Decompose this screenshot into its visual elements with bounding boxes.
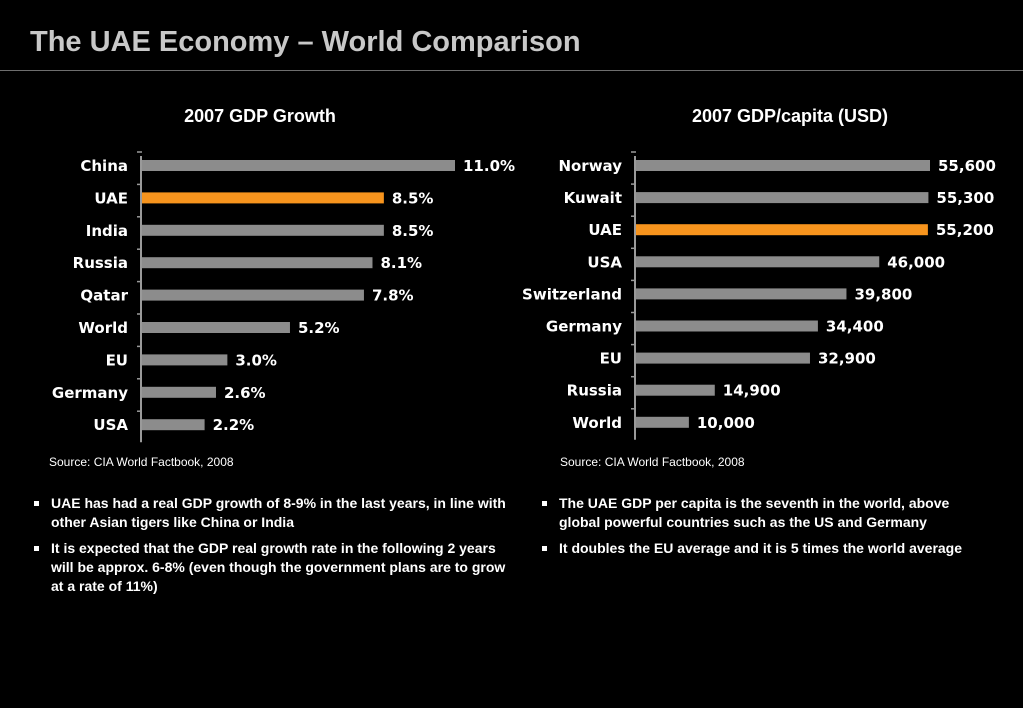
bullet-text: UAE has had a real GDP growth of 8-9% in… [51, 495, 506, 530]
bullet-text: The UAE GDP per capita is the seventh in… [559, 495, 950, 530]
gdp-growth-bar-world [142, 322, 290, 333]
gdp-capita-value-label: 14,900 [723, 382, 781, 400]
gdp-growth-value-label: 2.6% [224, 384, 266, 402]
gdp-capita-category-label: Norway [558, 157, 622, 175]
gdp-capita-bar-usa [636, 256, 880, 268]
gdp-capita-bar-kuwait [636, 192, 929, 204]
gdp-growth-bar-qatar [142, 289, 364, 301]
gdp-growth-value-label: 2.2% [213, 416, 255, 434]
gdp-growth-category-label: Germany [52, 384, 128, 402]
bullet-text: It doubles the EU average and it is 5 ti… [559, 540, 963, 556]
gdp-capita-value-label: 55,200 [936, 221, 994, 239]
bullet-text: It is expected that the GDP real growth … [51, 540, 506, 594]
bullet-item: It is expected that the GDP real growth … [34, 539, 509, 596]
gdp-growth-value-label: 8.1% [380, 254, 422, 272]
gdp-growth-bar-india [142, 224, 384, 236]
gdp-capita-category-label: Germany [546, 318, 622, 336]
gdp-growth-value-label: 5.2% [298, 319, 340, 337]
bullet-item: The UAE GDP per capita is the seventh in… [542, 494, 962, 532]
gdp-growth-category-label: India [86, 222, 128, 240]
gdp-growth-value-label: 8.5% [392, 189, 434, 207]
gdp-capita-notes: The UAE GDP per capita is the seventh in… [542, 494, 962, 565]
gdp-capita-value-label: 10,000 [697, 414, 755, 432]
gdp-capita-value-label: 32,900 [818, 350, 876, 368]
gdp-growth-category-label: Russia [73, 254, 128, 272]
gdp-growth-bar-uae [142, 192, 384, 204]
gdp-growth-notes: UAE has had a real GDP growth of 8-9% in… [34, 494, 509, 603]
gdp-capita-bar-russia [636, 384, 715, 396]
bullet-item: It doubles the EU average and it is 5 ti… [542, 539, 962, 558]
gdp-growth-bar-china [142, 160, 455, 171]
bullet-item: UAE has had a real GDP growth of 8-9% in… [34, 494, 509, 532]
gdp-growth-category-label: UAE [94, 189, 128, 207]
gdp-growth-value-label: 11.0% [463, 157, 515, 175]
gdp-capita-chart: Norway 55,600 Kuwait 55,300 UAE 55,200 USA 46,0… [522, 151, 996, 440]
gdp-capita-chart-title: 2007 GDP/capita (USD) [691, 106, 889, 126]
bullet-square-icon [34, 501, 39, 506]
gdp-growth-chart: China 11.0% UAE 8.5% India 8.5% Russia 8.1% Qata… [52, 151, 515, 443]
gdp-growth-bar-russia [142, 257, 373, 269]
gdp-capita-bar-norway [636, 160, 930, 171]
gdp-capita-category-label: Russia [567, 382, 622, 400]
gdp-capita-bar-germany [636, 320, 818, 332]
gdp-capita-bar-uae [636, 224, 928, 236]
gdp-growth-value-label: 7.8% [372, 287, 414, 305]
bullet-square-icon [542, 501, 547, 506]
gdp-capita-value-label: 55,300 [936, 189, 994, 207]
bullet-square-icon [542, 546, 547, 551]
gdp-capita-category-label: Kuwait [564, 189, 622, 207]
bullet-square-icon [34, 546, 39, 551]
gdp-capita-bar-switzerland [636, 288, 847, 300]
gdp-growth-chart-title: 2007 GDP Growth [184, 106, 336, 126]
gdp-capita-category-label: Switzerland [522, 285, 622, 303]
gdp-capita-category-label: World [572, 414, 622, 432]
gdp-capita-value-label: 34,400 [826, 318, 884, 336]
gdp-capita-bar-world [636, 416, 689, 428]
gdp-capita-value-label: 39,800 [854, 285, 912, 303]
gdp-capita-source: Source: CIA World Factbook, 2008 [560, 455, 745, 469]
gdp-growth-category-label: China [80, 157, 128, 175]
gdp-growth-category-label: World [78, 319, 128, 337]
gdp-capita-category-label: UAE [588, 221, 622, 239]
gdp-growth-value-label: 8.5% [392, 222, 434, 240]
gdp-growth-source: Source: CIA World Factbook, 2008 [49, 455, 234, 469]
gdp-capita-category-label: USA [587, 253, 622, 271]
title-divider [0, 70, 1023, 71]
gdp-growth-category-label: USA [93, 416, 128, 434]
gdp-capita-value-label: 46,000 [887, 253, 945, 271]
gdp-growth-category-label: Qatar [80, 287, 128, 305]
gdp-capita-category-label: EU [600, 350, 622, 368]
gdp-growth-category-label: EU [106, 351, 128, 369]
gdp-growth-bar-usa [142, 419, 205, 431]
gdp-capita-value-label: 55,600 [938, 157, 996, 175]
gdp-growth-value-label: 3.0% [235, 351, 277, 369]
gdp-capita-bar-eu [636, 352, 810, 364]
gdp-growth-bar-germany [142, 386, 216, 398]
slide-title: The UAE Economy – World Comparison [30, 26, 581, 58]
gdp-growth-bar-eu [142, 354, 228, 366]
